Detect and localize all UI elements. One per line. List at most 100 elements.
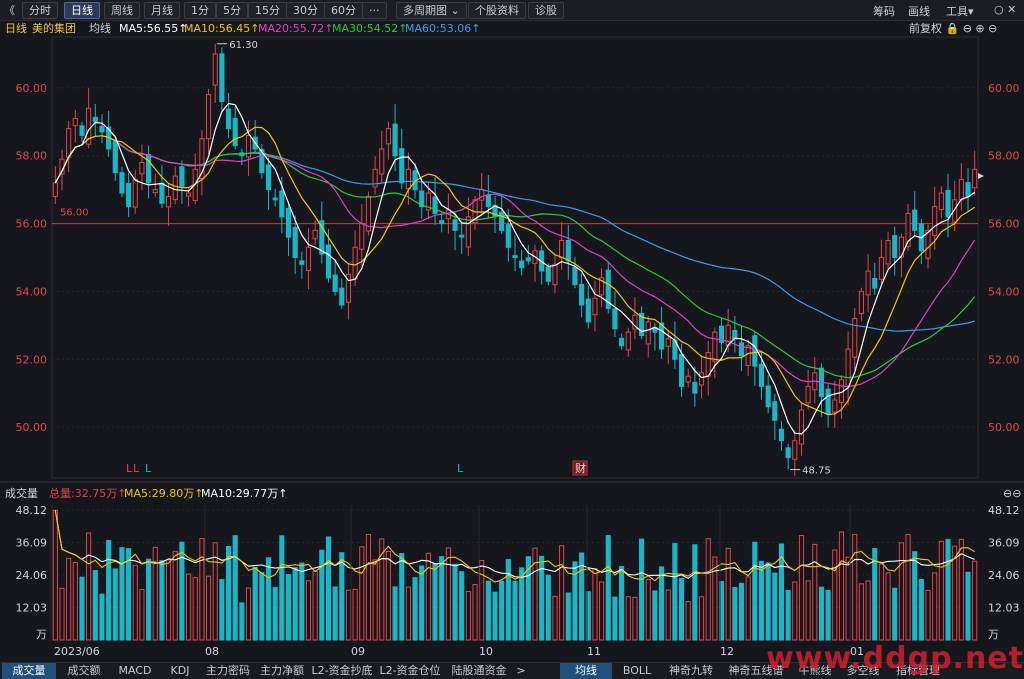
volume-bar [159, 560, 165, 641]
bottom-tab-left-1[interactable]: 成交额 [67, 664, 101, 677]
candle-body [652, 326, 658, 333]
candle-body [625, 331, 631, 351]
toolbar-right-0[interactable]: 筹码 [873, 5, 895, 18]
volume-bar [59, 587, 65, 641]
bottom-tab-right-0[interactable]: 均线 [560, 663, 612, 679]
period-tab-7[interactable]: 30分 [286, 2, 325, 19]
bottom-tab-right-5[interactable]: 多空线 [846, 664, 880, 677]
volume-bar [399, 553, 405, 641]
volume-bar [632, 596, 638, 641]
candle-body [698, 372, 705, 386]
bottom-tab-left-0[interactable]: 成交量 [2, 663, 56, 679]
period-tab-4[interactable]: 1分 [184, 2, 216, 19]
volume-bar [166, 559, 172, 641]
volume-bar [592, 568, 598, 641]
volume-bar [325, 536, 332, 641]
volume-tick-left: 24.06 [16, 569, 48, 582]
volume-bar [858, 583, 864, 641]
period-tab-2[interactable]: 周线 [104, 2, 140, 19]
candle-body [452, 219, 458, 231]
period-tab-1[interactable]: 日线 [64, 2, 100, 19]
volume-bar [525, 556, 531, 641]
bottom-tab-right-4[interactable]: 牛熊线 [798, 664, 832, 677]
volume-bar [86, 532, 92, 641]
fuquan-controls[interactable]: 前复权 🔒 ⊖ ⊕ ⊖ [909, 22, 998, 35]
bottom-tab-left-9[interactable]: > [516, 664, 526, 677]
period-tab-11[interactable]: 个股资料 [468, 2, 526, 19]
candle-body [219, 53, 225, 102]
finance-marker-box [572, 460, 588, 476]
period-tab-10[interactable]: 多周期图 ⌄ [396, 2, 467, 19]
volume-label[interactable]: 成交量 [5, 487, 38, 500]
volume-bar [112, 568, 118, 641]
volume-bar [419, 565, 425, 641]
bottom-tab-left-3[interactable]: KDJ [170, 664, 190, 677]
bottom-tab-left-7[interactable]: L2-资金仓位 [379, 664, 441, 677]
volume-bar [812, 543, 818, 641]
volume-bar [405, 586, 411, 641]
volume-bar [259, 572, 265, 641]
volume-bar [152, 546, 158, 641]
volume-bar [132, 564, 138, 641]
toolbar-right-2[interactable]: 工具▾ [946, 5, 974, 18]
bottom-tab-right-2[interactable]: 神奇九转 [669, 664, 713, 677]
candle-body [179, 166, 185, 187]
volume-bar [359, 546, 365, 641]
volume-bar [892, 587, 898, 641]
l-marker: L [457, 462, 464, 475]
candle-body [212, 53, 218, 86]
candle-body [112, 140, 118, 174]
period-tab-5[interactable]: 5分 [216, 2, 248, 19]
candle-body [885, 240, 891, 265]
period-tab-9[interactable]: ··· [362, 2, 387, 19]
candle-body [752, 335, 758, 367]
period-tab-12[interactable]: 诊股 [528, 2, 564, 19]
candle-body [59, 158, 65, 175]
volume-bar [738, 582, 745, 641]
bottom-tab-left-6[interactable]: L2-资金抄底 [311, 664, 373, 677]
candle-body [325, 244, 332, 279]
bottom-tab-right-1[interactable]: BOLL [622, 664, 652, 677]
price-tick-right: 54.00 [988, 285, 1020, 298]
candle-body [685, 375, 691, 383]
ma-label[interactable]: 均线 [89, 22, 111, 35]
back-button[interactable]: 《 [4, 4, 15, 17]
volume-bar [472, 584, 478, 641]
volume-tick-right: 12.03 [988, 602, 1020, 615]
volume-bar [212, 542, 218, 641]
bottom-tab-left-8[interactable]: 陆股通资金 [451, 664, 507, 677]
volume-bar [672, 543, 678, 641]
volume-bar [865, 580, 871, 641]
volume-bar [772, 572, 778, 641]
volume-bar [692, 544, 698, 641]
volume-bar [119, 547, 125, 641]
candle-body [172, 175, 178, 201]
candle-body [332, 274, 338, 292]
bottom-tab-right-6[interactable]: 指标管理 [896, 664, 940, 677]
bottom-tab-left-2[interactable]: MACD [118, 664, 152, 677]
bottom-tab-right-3[interactable]: 神奇五线谱 [728, 664, 784, 677]
bottom-tab-left-4[interactable]: 主力密码 [206, 664, 250, 677]
period-tab-0[interactable]: 分时 [22, 2, 58, 19]
bottom-tab-left-5[interactable]: 主力净额 [260, 664, 304, 677]
volume-tick-left: 48.12 [16, 504, 48, 517]
candle-body [279, 190, 285, 218]
volume-bar [885, 572, 891, 641]
toolbar-right-1[interactable]: 画线 [908, 5, 930, 18]
candle-body [798, 409, 805, 445]
l-marker: L [145, 462, 152, 475]
candle-body [445, 209, 451, 220]
candle-body [678, 353, 685, 387]
volume-bar [732, 587, 738, 641]
volume-panel-controls[interactable]: ⊖⊖ [1003, 487, 1022, 500]
period-tab-6[interactable]: 15分 [248, 2, 287, 19]
x-axis-label: 10 [479, 645, 493, 658]
period-tab-3[interactable]: 月线 [144, 2, 180, 19]
finance-marker: 财 [575, 461, 586, 475]
volume-bar [345, 589, 352, 641]
candle-body [858, 290, 864, 315]
window-controls[interactable]: ○ ✕ [994, 3, 1017, 16]
candle-body [605, 269, 611, 309]
candle-body [205, 94, 212, 140]
period-tab-8[interactable]: 60分 [324, 2, 363, 19]
